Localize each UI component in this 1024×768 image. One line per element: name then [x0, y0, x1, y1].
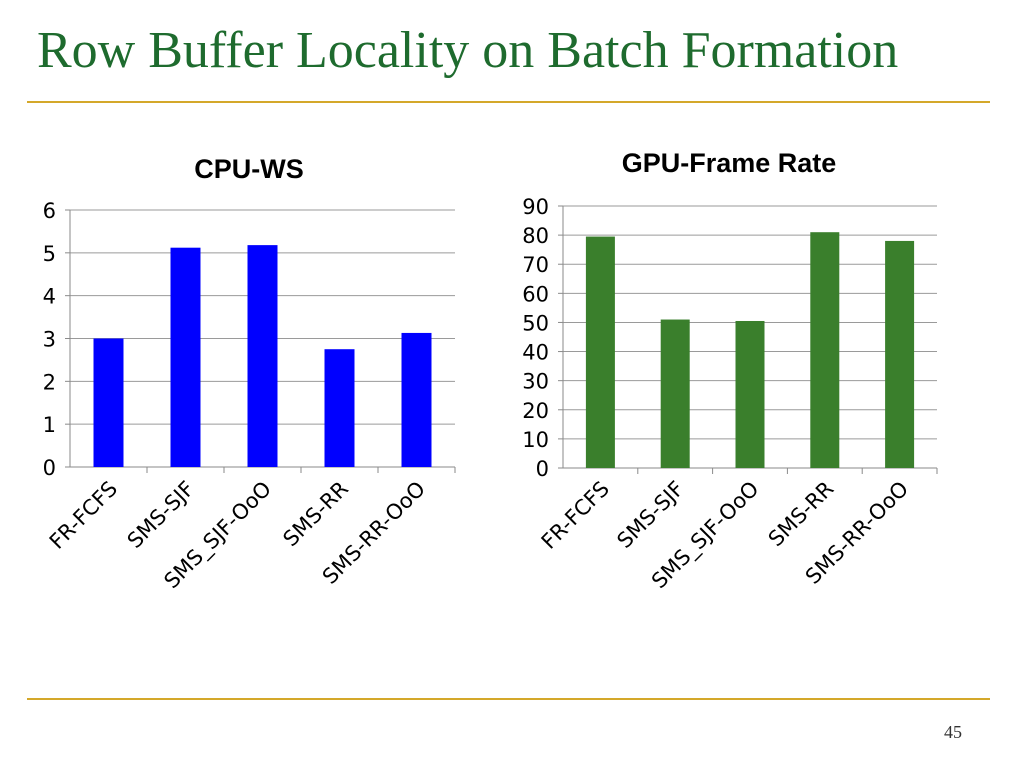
- chart-title: CPU-WS: [194, 154, 304, 184]
- y-tick-label: 0: [43, 456, 56, 480]
- title-divider: [27, 101, 990, 103]
- chart-title: GPU-Frame Rate: [622, 148, 837, 178]
- y-tick-label: 2: [43, 370, 56, 394]
- bar-sms-sjf-ooo: [247, 245, 278, 467]
- y-tick-label: 60: [522, 282, 549, 306]
- x-category-label: SMS-RR: [764, 477, 839, 552]
- y-tick-label: 6: [43, 199, 56, 223]
- y-tick-label: 10: [522, 428, 549, 452]
- x-category-label: SMS-SJF: [612, 477, 688, 553]
- gpu-frame-rate-chart: GPU-Frame Rate 0 10 20 30 40 50 60 70 80 90 FR-FCFS…: [522, 148, 938, 594]
- y-tick-label: 4: [43, 285, 56, 309]
- bar-sms-rr: [324, 349, 355, 467]
- page-number: 45: [944, 722, 962, 742]
- footer-divider: [27, 698, 990, 700]
- y-tick-label: 70: [522, 253, 549, 277]
- y-tick-label: 5: [43, 242, 56, 266]
- y-tick-label: 1: [43, 413, 56, 437]
- x-category-label: FR-FCFS: [537, 477, 614, 554]
- y-tick-label: 50: [522, 311, 549, 335]
- bar-sms-sjf-ooo: [735, 320, 765, 468]
- bar-fr-fcfs: [93, 338, 124, 467]
- y-tick-label: 20: [522, 399, 549, 423]
- slide-title: Row Buffer Locality on Batch Formation: [37, 22, 899, 79]
- bar-sms-sjf: [170, 247, 201, 467]
- bar-sms-rr: [810, 232, 840, 468]
- bar-sms-rr-ooo: [885, 240, 915, 468]
- bar-sms-sjf: [660, 319, 690, 468]
- y-tick-label: 0: [536, 457, 549, 481]
- y-tick-label: 90: [522, 195, 549, 219]
- y-tick-label: 30: [522, 370, 549, 394]
- y-tick-label: 3: [43, 328, 56, 352]
- y-tick-label: 80: [522, 224, 549, 248]
- bar-fr-fcfs: [585, 236, 615, 468]
- y-tick-label: 40: [522, 341, 549, 365]
- bar-sms-rr-ooo: [401, 332, 432, 467]
